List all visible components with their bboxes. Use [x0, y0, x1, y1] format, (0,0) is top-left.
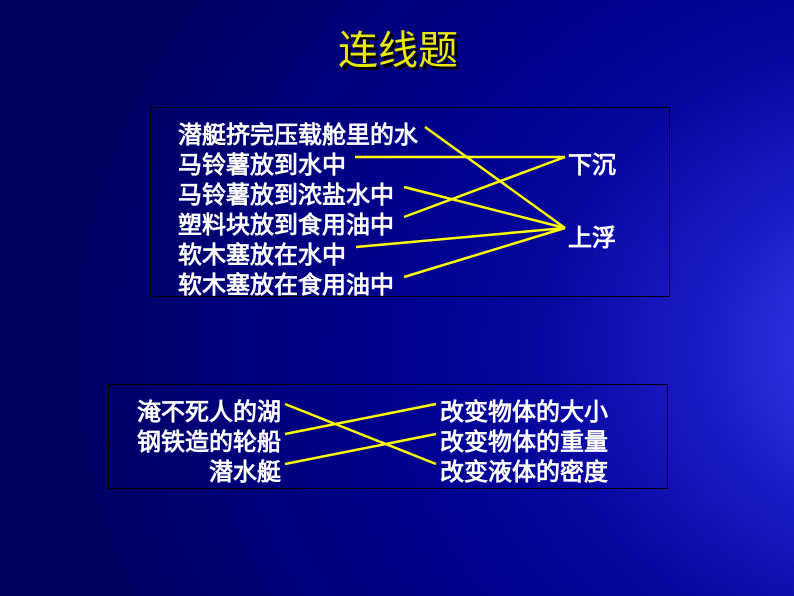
page-title: 连线题	[338, 18, 458, 76]
box2-right-item-2: 改变液体的密度	[440, 452, 608, 487]
box1-right-item-0: 下沉	[568, 145, 616, 180]
box2-left-item-2: 潜水艇	[209, 452, 281, 487]
box1-left-item-5: 软木塞放在食用油中	[178, 265, 394, 300]
connection-lines	[0, 0, 794, 596]
box1-right-item-1: 上浮	[568, 218, 616, 253]
